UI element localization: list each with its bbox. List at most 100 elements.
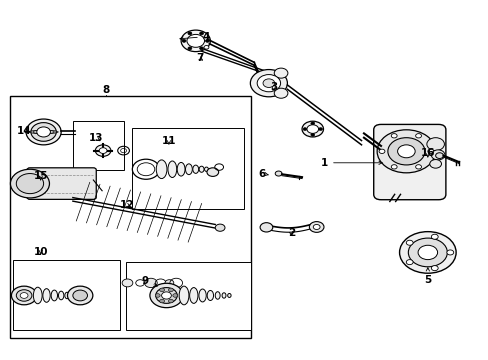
Circle shape <box>387 138 424 165</box>
Ellipse shape <box>199 166 203 172</box>
Text: 9: 9 <box>141 276 157 287</box>
Text: 4: 4 <box>180 32 210 41</box>
Bar <box>73 121 123 170</box>
Text: 14: 14 <box>17 126 31 135</box>
Circle shape <box>168 299 173 303</box>
Circle shape <box>250 69 287 97</box>
Circle shape <box>159 288 164 292</box>
FancyBboxPatch shape <box>27 168 96 199</box>
Circle shape <box>399 231 455 273</box>
Circle shape <box>309 222 324 232</box>
Circle shape <box>203 45 208 49</box>
Circle shape <box>430 150 444 160</box>
Circle shape <box>263 79 274 87</box>
Circle shape <box>302 121 323 137</box>
Circle shape <box>215 224 224 231</box>
Circle shape <box>182 40 185 42</box>
Circle shape <box>430 234 437 239</box>
Ellipse shape <box>222 293 225 298</box>
Circle shape <box>67 286 93 305</box>
Circle shape <box>199 32 203 35</box>
Bar <box>126 262 250 330</box>
Circle shape <box>122 279 133 287</box>
Circle shape <box>186 35 204 47</box>
Circle shape <box>10 169 49 198</box>
Text: 12: 12 <box>120 200 135 210</box>
Circle shape <box>407 238 447 267</box>
Ellipse shape <box>199 289 206 302</box>
Circle shape <box>427 149 433 153</box>
Circle shape <box>406 260 412 265</box>
Text: 7: 7 <box>196 53 203 63</box>
Text: 10: 10 <box>33 247 48 257</box>
Ellipse shape <box>215 292 220 299</box>
Ellipse shape <box>43 289 50 302</box>
Text: 1: 1 <box>320 158 382 168</box>
Ellipse shape <box>227 293 231 297</box>
FancyBboxPatch shape <box>373 125 445 200</box>
Bar <box>132 129 244 209</box>
Circle shape <box>205 40 209 42</box>
Circle shape <box>274 68 287 78</box>
Ellipse shape <box>177 162 184 176</box>
Circle shape <box>429 159 441 168</box>
Circle shape <box>187 47 191 50</box>
Ellipse shape <box>33 287 42 304</box>
Circle shape <box>73 290 87 301</box>
Circle shape <box>206 168 218 176</box>
Ellipse shape <box>70 293 74 298</box>
Circle shape <box>31 123 56 141</box>
Circle shape <box>275 171 282 176</box>
Ellipse shape <box>207 291 213 301</box>
Circle shape <box>159 299 164 303</box>
Bar <box>13 260 120 330</box>
Circle shape <box>310 134 314 136</box>
Ellipse shape <box>156 160 166 179</box>
Circle shape <box>274 88 287 98</box>
Circle shape <box>313 225 320 229</box>
Circle shape <box>16 174 43 194</box>
Circle shape <box>310 122 314 125</box>
Circle shape <box>390 165 396 169</box>
Circle shape <box>378 149 384 153</box>
Circle shape <box>417 245 437 260</box>
Circle shape <box>155 294 160 297</box>
Ellipse shape <box>51 290 58 301</box>
Circle shape <box>397 145 414 158</box>
Circle shape <box>26 119 61 145</box>
Circle shape <box>430 266 437 271</box>
Text: 2: 2 <box>287 228 294 238</box>
Circle shape <box>172 294 177 297</box>
Text: 13: 13 <box>89 134 103 143</box>
Circle shape <box>181 30 210 51</box>
Ellipse shape <box>192 165 198 174</box>
Circle shape <box>164 280 173 286</box>
Circle shape <box>16 290 32 301</box>
Ellipse shape <box>204 167 208 171</box>
Circle shape <box>37 127 50 137</box>
Circle shape <box>446 250 453 255</box>
Circle shape <box>318 128 322 131</box>
Circle shape <box>306 125 318 134</box>
Circle shape <box>99 148 107 153</box>
Ellipse shape <box>185 164 192 175</box>
Text: 8: 8 <box>102 85 109 95</box>
Text: 16: 16 <box>420 148 434 158</box>
Circle shape <box>415 165 421 169</box>
Ellipse shape <box>167 161 176 177</box>
Ellipse shape <box>179 286 188 305</box>
Circle shape <box>435 153 443 158</box>
Circle shape <box>257 75 280 92</box>
Circle shape <box>150 283 183 308</box>
Text: 15: 15 <box>33 171 48 181</box>
Text: 6: 6 <box>258 168 268 179</box>
Circle shape <box>156 288 177 303</box>
Circle shape <box>390 134 396 138</box>
Text: 3: 3 <box>269 82 277 92</box>
Circle shape <box>187 32 191 35</box>
Ellipse shape <box>65 292 69 299</box>
Bar <box>10 96 250 338</box>
Circle shape <box>376 130 435 173</box>
Circle shape <box>161 292 171 299</box>
Circle shape <box>415 134 421 138</box>
